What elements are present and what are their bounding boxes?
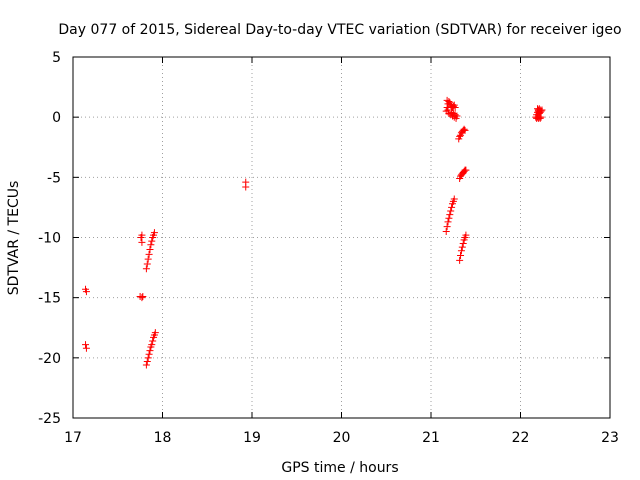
x-tick-label: 23 — [601, 430, 619, 446]
data-point — [462, 231, 470, 239]
data-point — [535, 110, 543, 118]
data-point — [148, 237, 156, 245]
chart-title: Day 077 of 2015, Sidereal Day-to-day VTE… — [58, 22, 621, 38]
data-point — [457, 252, 465, 260]
grid — [73, 57, 610, 418]
data-point — [451, 104, 459, 112]
data-point — [450, 195, 458, 203]
data-point — [461, 126, 469, 134]
data-point — [143, 260, 151, 268]
data-point — [451, 111, 459, 119]
y-tick-label: 0 — [52, 110, 61, 126]
data-point — [146, 347, 154, 355]
y-axis-ticks: 5 0 -5 -10 -15 -20 -25 — [38, 50, 610, 427]
data-point — [150, 229, 158, 237]
x-tick-label: 17 — [64, 430, 82, 446]
data-point — [445, 214, 453, 222]
data-point — [146, 246, 154, 254]
y-tick-label: -10 — [38, 231, 61, 247]
x-axis-label: GPS time / hours — [281, 460, 398, 476]
data-point — [144, 255, 152, 263]
data-point — [536, 108, 544, 116]
data-point — [151, 329, 159, 337]
data-point — [536, 114, 544, 122]
data-point — [442, 227, 450, 235]
y-tick-label: -5 — [47, 170, 61, 186]
data-point — [138, 238, 146, 246]
data-point — [456, 132, 464, 140]
data-point — [82, 344, 90, 352]
data-point — [537, 113, 545, 121]
data-point — [142, 361, 150, 369]
data-point — [444, 218, 452, 226]
data-point — [448, 108, 456, 116]
data-point — [444, 106, 452, 114]
y-tick-label: 5 — [52, 50, 61, 66]
data-point — [147, 241, 155, 249]
y-tick-label: -15 — [38, 291, 61, 307]
data-point — [449, 102, 457, 110]
data-point — [242, 183, 250, 191]
data-point — [445, 98, 453, 106]
data-point — [138, 294, 146, 302]
data-point — [145, 350, 153, 358]
data-point — [82, 341, 90, 349]
data-point — [460, 125, 468, 133]
x-axis-ticks: 17 18 19 20 21 22 23 — [64, 57, 619, 446]
y-tick-label: -20 — [38, 351, 61, 367]
data-point — [449, 110, 457, 118]
x-tick-label: 21 — [422, 430, 440, 446]
data-point — [443, 96, 451, 104]
data-point — [462, 166, 470, 174]
data-points — [82, 96, 546, 369]
data-point — [82, 288, 90, 296]
data-point — [457, 247, 465, 255]
data-point — [142, 265, 150, 273]
data-point — [448, 203, 456, 211]
y-axis-label: SDTVAR / TECUs — [6, 181, 22, 296]
data-point — [453, 112, 461, 120]
x-tick-label: 20 — [333, 430, 351, 446]
x-tick-label: 19 — [243, 430, 261, 446]
data-point — [138, 231, 146, 239]
data-point — [456, 256, 464, 264]
data-point — [139, 292, 147, 300]
x-tick-label: 18 — [154, 430, 172, 446]
data-point — [145, 250, 153, 258]
data-point — [458, 243, 466, 251]
data-point — [144, 354, 152, 362]
data-point — [149, 337, 157, 345]
data-point — [459, 240, 467, 248]
data-point — [148, 341, 156, 349]
data-point — [443, 223, 451, 231]
x-tick-label: 22 — [512, 430, 530, 446]
data-point — [143, 357, 151, 365]
data-point — [447, 207, 455, 215]
data-point — [446, 211, 454, 219]
y-tick-label: -25 — [38, 411, 61, 427]
data-point — [460, 167, 468, 175]
